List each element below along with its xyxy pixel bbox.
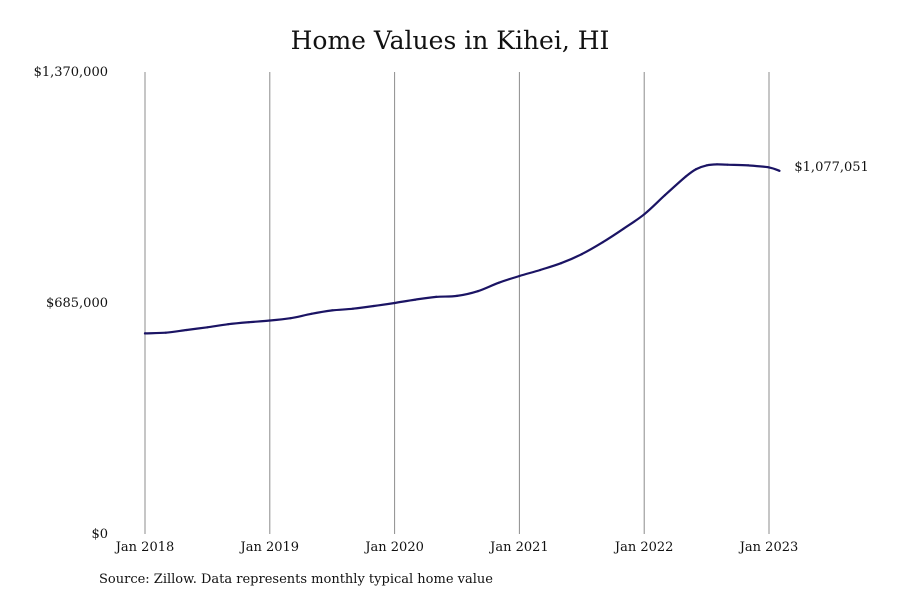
data-point	[227, 323, 230, 326]
x-tick-label: Jan 2023	[738, 540, 799, 555]
data-point	[455, 294, 459, 297]
data-point	[310, 312, 313, 315]
data-point	[778, 169, 781, 172]
series-end-label: $1,077,051	[794, 160, 868, 175]
series-line	[143, 163, 781, 335]
data-point	[518, 274, 521, 278]
data-point	[414, 298, 417, 301]
data-point	[622, 227, 625, 230]
data-point	[289, 317, 292, 320]
source-note: Source: Zillow. Data represents monthly …	[99, 572, 493, 587]
y-tick-label: $0	[91, 527, 108, 542]
chart-title: Home Values in Kihei, HI	[290, 26, 610, 55]
data-point	[580, 253, 583, 256]
series-lines	[143, 163, 781, 335]
data-point	[497, 281, 500, 284]
x-axis-ticks: Jan 2018 Jan 2019 Jan 2020 Jan 2021 Jan 2022…	[114, 540, 799, 555]
data-point	[726, 163, 729, 166]
data-point	[539, 268, 542, 272]
x-tick-label: Jan 2019	[239, 540, 300, 555]
data-point	[715, 163, 719, 166]
x-tick-label: Jan 2022	[613, 540, 674, 555]
data-point	[705, 164, 708, 167]
data-point	[747, 164, 750, 167]
data-point	[372, 304, 375, 308]
data-point	[143, 332, 147, 335]
y-tick-label: $685,000	[46, 296, 108, 311]
x-tick-label: Jan 2021	[488, 540, 549, 555]
data-point	[164, 331, 167, 334]
data-point	[684, 175, 687, 178]
gridlines	[144, 72, 770, 534]
x-tick-label: Jan 2018	[114, 540, 175, 555]
data-point	[601, 241, 604, 244]
data-point	[643, 213, 646, 216]
data-point	[185, 328, 188, 332]
data-point	[695, 168, 698, 171]
end-labels: $1,077,051	[794, 160, 868, 175]
data-point	[663, 194, 667, 197]
data-point	[206, 326, 209, 329]
data-point	[393, 301, 396, 305]
data-point	[476, 290, 479, 293]
data-point	[331, 309, 334, 312]
y-axis-ticks: $0 $685,000 $1,370,000	[34, 65, 108, 542]
data-point	[351, 307, 355, 310]
data-point	[247, 321, 251, 324]
data-point	[559, 262, 563, 265]
data-point	[767, 166, 771, 169]
y-tick-label: $1,370,000	[34, 65, 108, 80]
data-point	[268, 319, 271, 322]
data-point	[435, 295, 438, 298]
x-tick-label: Jan 2020	[363, 540, 424, 555]
